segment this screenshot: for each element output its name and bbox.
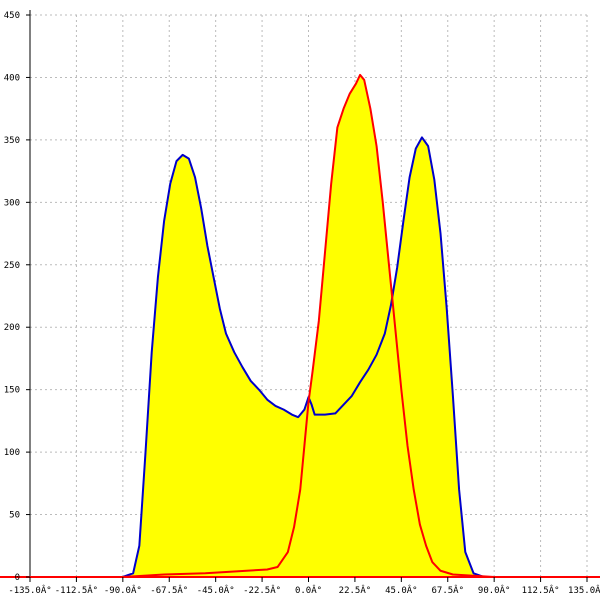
series-2-line (122, 73, 495, 578)
x-tick-label: -90.0Â° (104, 584, 142, 596)
axes (0, 10, 600, 582)
x-tick-label: -112.5Â° (55, 584, 98, 596)
x-tick-label: -67.5Â° (150, 584, 188, 596)
y-tick-label: 350 (4, 136, 20, 146)
x-tick-label: 67.5Â° (431, 584, 464, 596)
x-tick-label: 45.0Â° (385, 584, 418, 596)
y-tick-label: 100 (4, 448, 20, 458)
tick-labels: -135.0Â° -112.5Â° -90.0Â° -67.5Â° -45.0Â° -22… (4, 11, 600, 596)
y-tick-label: 450 (4, 11, 20, 21)
y-tick-label: 200 (4, 323, 20, 333)
y-tick-label: 250 (4, 261, 20, 271)
x-tick-label: 0.0Â° (295, 584, 322, 596)
y-tick-label: 0 (15, 573, 20, 583)
series-2-area (122, 74, 495, 578)
x-tick-label: 112.5Â° (522, 584, 560, 596)
y-tick-label: 300 (4, 198, 20, 208)
series-lines (122, 73, 495, 578)
area-fills (122, 74, 495, 578)
y-tick-label: 150 (4, 386, 20, 396)
series-1-line (122, 136, 495, 578)
y-tick-label: 400 (4, 73, 20, 83)
x-tick-label: 22.5Â° (339, 584, 372, 596)
x-tick-label: 135.0Â° (568, 584, 600, 596)
x-tick-label: -135.0Â° (8, 584, 51, 596)
x-tick-label: 90.0Â° (478, 584, 511, 596)
x-tick-label: -22.5Â° (243, 584, 281, 596)
x-tick-label: -45.0Â° (197, 584, 235, 596)
y-tick-label: 50 (9, 511, 20, 521)
